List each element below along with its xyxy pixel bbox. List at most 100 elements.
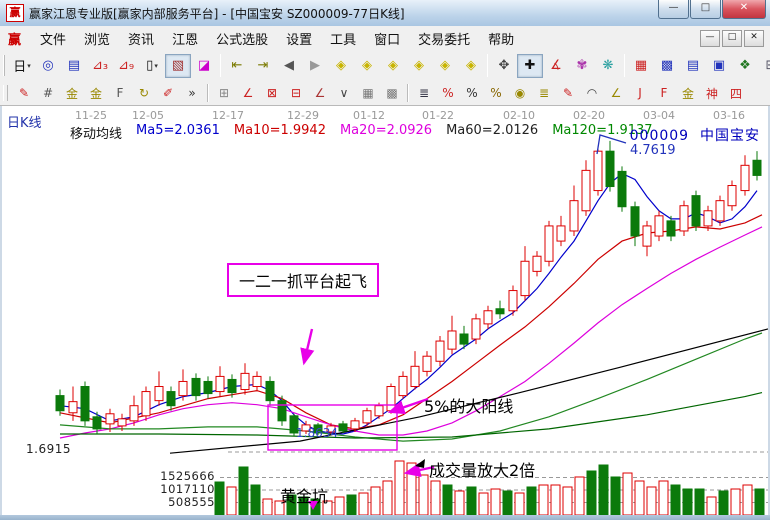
menu-item-3[interactable]: 江恩 bbox=[172, 32, 199, 48]
four-line-icon[interactable]: 四 bbox=[729, 86, 742, 101]
volume-bar-39 bbox=[682, 488, 693, 516]
last-page-icon[interactable]: ⇥ bbox=[257, 58, 269, 73]
low-price-label: 1.6915 bbox=[26, 442, 71, 456]
spiral-icon[interactable]: ↻ bbox=[138, 86, 150, 100]
mdi-restore-button[interactable]: □ bbox=[722, 30, 742, 47]
transfer-icon[interactable]: ⊞ bbox=[758, 54, 770, 78]
chip-distribution-icon[interactable]: ▧ bbox=[165, 53, 191, 78]
save-icon[interactable]: ▣ bbox=[712, 58, 726, 73]
gann-box-icon[interactable]: ⊠ bbox=[266, 86, 278, 100]
calculator-icon[interactable]: ▩ bbox=[660, 58, 674, 73]
menu-item-7[interactable]: 窗口 bbox=[374, 32, 401, 48]
diamond-shrink-icon[interactable]: ◈ bbox=[466, 58, 476, 73]
menu-item-6[interactable]: 工具 bbox=[330, 32, 357, 48]
stats-list-icon[interactable]: ≣ bbox=[418, 86, 430, 100]
menu-item-0[interactable]: 文件 bbox=[40, 32, 67, 48]
diamond-right-icon[interactable]: ◈ bbox=[362, 58, 372, 73]
x-axis-date-8: 03-04 bbox=[643, 109, 675, 122]
prev-page-icon[interactable]: ◀ bbox=[284, 58, 294, 73]
web-save-icon[interactable]: ❖ bbox=[739, 58, 751, 73]
menu-item-8[interactable]: 交易委托 bbox=[418, 32, 471, 48]
grid-tool-icon[interactable]: # bbox=[42, 86, 54, 100]
network-icon[interactable]: ◎ bbox=[42, 58, 54, 73]
candle-body-1 bbox=[68, 401, 78, 414]
gold-circle-icon[interactable]: ◉ bbox=[514, 86, 526, 100]
f-line-icon[interactable]: F bbox=[660, 86, 668, 100]
volume-bar-38 bbox=[670, 484, 681, 516]
diamond-left-icon[interactable]: ◈ bbox=[336, 58, 346, 73]
pan-hand-icon[interactable]: ✥ bbox=[498, 58, 510, 73]
mdi-minimize-button[interactable]: — bbox=[700, 30, 720, 47]
minute3-chart-icon[interactable]: ⊿₃ bbox=[91, 58, 109, 73]
j-line-icon[interactable]: J bbox=[638, 86, 642, 100]
menu-item-9[interactable]: 帮助 bbox=[488, 32, 515, 48]
gold-angle-icon[interactable]: ∠ bbox=[610, 86, 622, 100]
smart-tool-icon[interactable]: ❋ bbox=[602, 58, 614, 73]
toolbar-grip[interactable] bbox=[3, 54, 5, 77]
ruler-pen-icon[interactable]: ✐ bbox=[162, 86, 174, 100]
diamond-compress-icon[interactable]: ◈ bbox=[414, 58, 424, 73]
platform-annotation[interactable]: 一二一抓平台起飞 bbox=[227, 263, 380, 297]
more-tools-icon[interactable]: » bbox=[188, 86, 196, 100]
gann-square-icon[interactable]: ⊟ bbox=[290, 86, 302, 100]
wave-arc-icon[interactable]: ◠ bbox=[586, 86, 598, 100]
volume-tick-icon bbox=[415, 459, 425, 468]
window-bottom-border bbox=[0, 515, 770, 520]
grid-dense-icon[interactable]: ▦ bbox=[362, 86, 374, 100]
percent-lines-icon[interactable]: % bbox=[490, 86, 502, 100]
menu-item-5[interactable]: 设置 bbox=[286, 32, 313, 48]
first-page-icon[interactable]: ⇤ bbox=[231, 58, 243, 73]
notepad-icon[interactable]: ▤ bbox=[686, 58, 700, 73]
menu-item-4[interactable]: 公式选股 bbox=[216, 32, 269, 48]
volume-bar-25 bbox=[514, 492, 525, 516]
f-grid-icon[interactable]: F bbox=[116, 86, 124, 100]
window-maximize-button[interactable]: □ bbox=[690, 0, 721, 19]
gold-grid2-icon[interactable]: 金 bbox=[89, 86, 102, 101]
angle-rays-icon[interactable]: ∠ bbox=[314, 86, 326, 100]
color-kline-icon[interactable]: ◪ bbox=[197, 58, 211, 73]
kline-period-icon[interactable]: 日 ▾ bbox=[13, 60, 31, 75]
pit-annotation[interactable]: 黄金坑 bbox=[280, 487, 329, 506]
rect-grid-icon[interactable]: ⊞ bbox=[218, 86, 230, 100]
brush-icon[interactable]: ✎ bbox=[18, 86, 30, 100]
candle-body-9 bbox=[166, 391, 176, 407]
percent-wave-icon[interactable]: % bbox=[442, 86, 454, 100]
diamond-hexpand-icon[interactable]: ◈ bbox=[388, 58, 398, 73]
next-page-icon[interactable]: ▶ bbox=[310, 58, 320, 73]
window-minimize-button[interactable]: — bbox=[658, 0, 689, 19]
shen-line-icon[interactable]: 神 bbox=[705, 86, 718, 101]
zigzag-icon[interactable]: ∨ bbox=[339, 86, 349, 100]
calendar-icon[interactable]: ▦ bbox=[634, 58, 648, 73]
minute9-chart-icon[interactable]: ⊿₉ bbox=[117, 58, 135, 73]
candle-style-icon[interactable]: ▯ ▾ bbox=[146, 58, 158, 73]
big-yang-annotation[interactable]: 5%的大阳线 bbox=[424, 397, 514, 416]
candle-body-25 bbox=[362, 410, 372, 424]
volume-annotation[interactable]: 成交量放大2倍 bbox=[429, 461, 536, 480]
gold-grid-icon[interactable]: 金 bbox=[65, 86, 78, 101]
angle-measure-icon[interactable]: ∡ bbox=[550, 58, 562, 73]
gold-ray-icon[interactable]: 金 bbox=[681, 86, 694, 101]
chip-tool-icon[interactable]: ✾ bbox=[576, 58, 588, 73]
x-axis-date-4: 01-12 bbox=[353, 109, 385, 122]
mdi-close-button[interactable]: ✕ bbox=[744, 30, 764, 47]
candle-body-48 bbox=[642, 225, 652, 247]
grid-frame-icon[interactable]: ▩ bbox=[386, 86, 398, 100]
ma-legend-item-1: Ma10=1.9942 bbox=[233, 123, 326, 138]
menu-item-2[interactable]: 资讯 bbox=[128, 32, 155, 48]
dropdown-caret-icon: ▾ bbox=[154, 61, 158, 70]
toolbar-grip[interactable] bbox=[3, 84, 8, 102]
window-close-button[interactable]: ✕ bbox=[722, 0, 766, 19]
candle-body-55 bbox=[727, 185, 737, 207]
percent-icon[interactable]: % bbox=[466, 86, 478, 100]
main-toolbar: 日▾ ◎ ▤ ⊿₃ ⊿₉ ▯▾ ▧ ◪ ⇤ ⇥ ◀ ▶ ◈ ◈ ◈ ◈ ◈ ◈ ✥ ✚ ∡ ✾ ❋ ▦ ▩ ▤ ▣ ❖ ⊞ bbox=[0, 50, 770, 82]
gann-fan-icon[interactable]: ∠ bbox=[242, 86, 254, 100]
info-panel-icon[interactable]: ▤ bbox=[67, 58, 81, 73]
kline-chart-canvas[interactable] bbox=[0, 106, 770, 520]
gold-lines-icon[interactable]: ≣ bbox=[538, 86, 550, 100]
volume-bar-29 bbox=[562, 486, 573, 516]
candle-body-20 bbox=[301, 424, 311, 432]
diamond-expand-icon[interactable]: ◈ bbox=[440, 58, 450, 73]
menu-item-1[interactable]: 浏览 bbox=[84, 32, 111, 48]
crosshair-icon[interactable]: ✚ bbox=[517, 53, 543, 78]
flag-pen-icon[interactable]: ✎ bbox=[562, 86, 574, 100]
